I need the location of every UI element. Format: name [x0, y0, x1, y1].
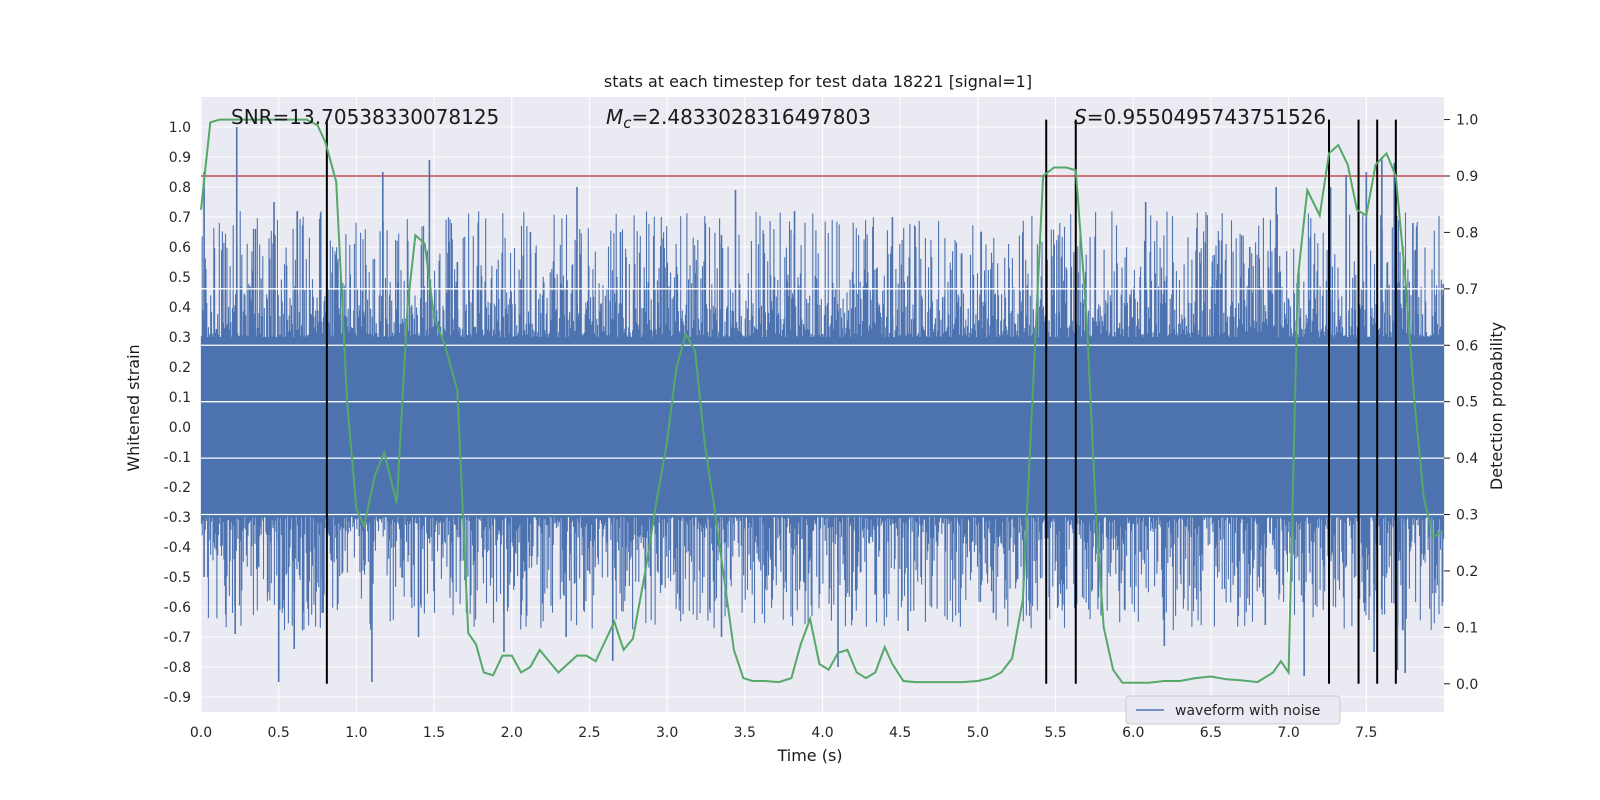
- chirp-mass-symbol: M: [606, 105, 623, 129]
- chirp-mass-annotation: Mc=2.4833028316497803: [606, 105, 871, 132]
- y-right-tick-label: 0.9: [1456, 169, 1478, 185]
- x-tick-label: 1.0: [345, 725, 367, 741]
- x-tick-label: 3.0: [656, 725, 678, 741]
- trigger-markers: [325, 119, 1397, 684]
- snr-annotation: SNR=13.70538330078125: [231, 105, 499, 129]
- x-tick-label: 7.5: [1355, 725, 1377, 741]
- x-tick-label: 6.0: [1122, 725, 1144, 741]
- x-tick-label: 3.5: [734, 725, 756, 741]
- y-right-tick-label: 0.6: [1456, 338, 1478, 354]
- chirp-mass-subscript: c: [623, 114, 632, 132]
- y-axis-right-label: Detection probability: [1487, 322, 1506, 490]
- y-left-tick-label: -0.8: [164, 660, 191, 676]
- chart-title: stats at each timestep for test data 182…: [604, 72, 1032, 91]
- y-right-tick-label: 0.1: [1456, 620, 1478, 636]
- score-symbol: S: [1074, 105, 1087, 129]
- y-left-tick-label: -0.6: [164, 600, 191, 616]
- x-axis-label: Time (s): [776, 746, 842, 765]
- y-left-tick-label: -0.4: [164, 540, 191, 556]
- y-right-tick-label: 1.0: [1456, 113, 1478, 129]
- x-tick-label: 6.5: [1200, 725, 1222, 741]
- chirp-mass-value: =2.4833028316497803: [632, 105, 871, 129]
- y-left-tick-label: 0.2: [169, 360, 191, 376]
- y-left-tick-label: 1.0: [169, 120, 191, 136]
- y-right-tick-label: 0.5: [1456, 395, 1478, 411]
- y-left-tick-label: -0.1: [164, 450, 191, 466]
- y-right-tick-label: 0.0: [1456, 677, 1478, 693]
- x-tick-label: 2.0: [501, 725, 523, 741]
- tick-labels: 0.0 0.5 1.0 1.5 2.0 2.5 3.0 3.5 4.0 4.5 5.0 5.5 6.0 6…: [164, 113, 1479, 741]
- x-tick-label: 4.5: [889, 725, 911, 741]
- waveform-series: [200, 127, 1445, 682]
- x-tick-label: 2.5: [578, 725, 600, 741]
- score-value: =0.9550495743751526: [1087, 105, 1326, 129]
- x-tick-label: 4.0: [811, 725, 833, 741]
- y-left-tick-label: -0.3: [164, 510, 191, 526]
- y-right-tick-label: 0.8: [1456, 225, 1478, 241]
- x-tick-label: 1.5: [423, 725, 445, 741]
- y-left-tick-label: 0.1: [169, 390, 191, 406]
- y-right-tick-label: 0.2: [1456, 564, 1478, 580]
- y-right-tick-label: 0.3: [1456, 508, 1478, 524]
- x-tick-label: 0.5: [268, 725, 290, 741]
- probability-line: [200, 118, 1443, 684]
- legend-entry-waveform: waveform with noise: [1175, 703, 1320, 719]
- y-left-tick-label: 0.3: [169, 330, 191, 346]
- y-left-tick-label: 0.5: [169, 270, 191, 286]
- waveform-dense-band: [201, 337, 1444, 517]
- x-tick-label: 5.0: [967, 725, 989, 741]
- y-right-tick-label: 0.7: [1456, 282, 1478, 298]
- y-left-tick-label: -0.9: [164, 690, 191, 706]
- x-tick-label: 7.0: [1277, 725, 1299, 741]
- legend-box: [1125, 695, 1341, 725]
- legend: waveform with noise: [1125, 695, 1341, 725]
- y-right-tick-label: 0.4: [1456, 451, 1478, 467]
- y-left-tick-label: 0.4: [169, 300, 191, 316]
- y-left-tick-label: -0.7: [164, 630, 191, 646]
- y-left-tick-label: 0.6: [169, 240, 191, 256]
- x-tick-label: 0.0: [190, 725, 212, 741]
- y-left-tick-label: 0.8: [169, 180, 191, 196]
- y-axis-left-label: Whitened strain: [124, 344, 143, 471]
- score-annotation: S=0.9550495743751526: [1074, 105, 1326, 129]
- y-left-tick-label: 0.0: [169, 420, 191, 436]
- y-left-tick-label: 0.9: [169, 150, 191, 166]
- x-tick-label: 5.5: [1044, 725, 1066, 741]
- y-left-tick-label: -0.5: [164, 570, 191, 586]
- y-left-tick-label: 0.7: [169, 210, 191, 226]
- y-left-tick-label: -0.2: [164, 480, 191, 496]
- probability-series: [200, 118, 1443, 684]
